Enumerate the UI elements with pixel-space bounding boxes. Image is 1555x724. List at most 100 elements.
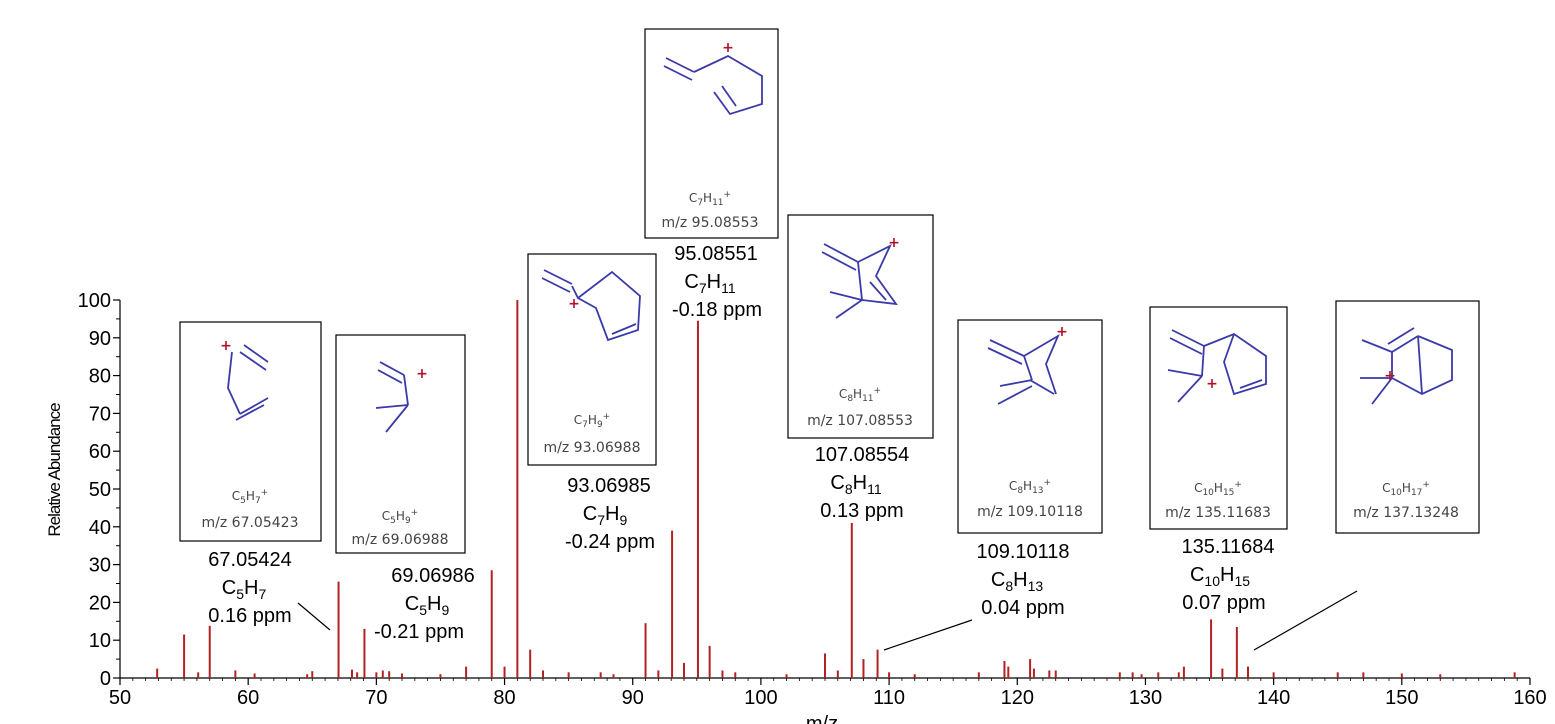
structure-box-69: + C5H9+ m/z 69.06988 — [335, 334, 466, 554]
structure-box-95: + C7H11+ m/z 95.08553 — [644, 28, 779, 239]
leader-line-109 — [883, 619, 973, 651]
x-tick-label: 70 — [365, 687, 387, 709]
ion-structure-icon — [375, 361, 409, 433]
x-tick-label: 150 — [1385, 687, 1418, 709]
x-tick-label: 140 — [1257, 687, 1290, 709]
ion-mz-label: m/z 107.08553 — [807, 413, 913, 429]
structure-box-frame — [527, 253, 657, 466]
annotation-formula: C10H15 — [1190, 564, 1250, 589]
leader-line-137 — [1253, 590, 1358, 651]
charge-icon: + — [416, 366, 428, 382]
annotation-mass: 95.08551 — [674, 243, 757, 265]
ion-structure-icon — [821, 243, 898, 319]
charge-icon: + — [568, 296, 580, 312]
x-tick-label: 120 — [1001, 687, 1034, 709]
annotation-mass: 109.10118 — [976, 541, 1069, 563]
y-tick-label: 0 — [100, 668, 111, 690]
annotation-ppm: -0.18 ppm — [672, 299, 762, 321]
structure-box-frame — [1335, 300, 1480, 534]
annotation-67: 67.05424 C5H7 0.16 ppm — [208, 549, 291, 627]
ion-structure-icon — [541, 269, 641, 342]
y-tick-label: 10 — [89, 630, 111, 652]
ion-mz-label: m/z 137.13248 — [1353, 505, 1459, 521]
x-tick-label: 90 — [622, 687, 644, 709]
y-tick-label: 20 — [89, 592, 111, 614]
y-tick-label: 70 — [89, 403, 111, 425]
charge-icon: + — [722, 40, 734, 56]
x-tick-label: 80 — [493, 687, 515, 709]
peaks — [156, 300, 1516, 678]
annotation-formula: C8H13 — [991, 569, 1043, 594]
annotation-ppm: 0.04 ppm — [981, 597, 1064, 619]
ion-mz-label: m/z 93.06988 — [544, 440, 641, 456]
annotation-109: 109.10118 C8H13 0.04 ppm — [976, 541, 1069, 619]
structure-box-frame — [335, 334, 466, 554]
annotation-mass: 67.05424 — [208, 549, 291, 571]
charge-icon: + — [1056, 324, 1068, 340]
x-ticks: 50 60 70 80 90 100 110 120 130 140 150 160 — [109, 678, 1547, 709]
x-tick-label: 130 — [1129, 687, 1162, 709]
x-tick-label: 50 — [109, 687, 131, 709]
ion-mz-label: m/z 67.05423 — [202, 515, 299, 531]
charge-icon: + — [220, 338, 232, 354]
structure-box-frame — [179, 321, 322, 542]
charge-icon: + — [888, 235, 900, 251]
ion-structure-icon — [663, 54, 763, 116]
annotation-mass: 135.11684 — [1181, 536, 1274, 558]
annotation-ppm: 0.16 ppm — [208, 605, 291, 627]
annotation-135: 135.11684 C10H15 0.07 ppm — [1181, 536, 1274, 614]
y-tick-label: 100 — [78, 290, 111, 312]
structure-box-frame — [957, 319, 1103, 534]
annotation-formula: C8H11 — [830, 472, 881, 497]
annotation-ppm: -0.24 ppm — [565, 531, 655, 553]
x-tick-label: 100 — [744, 687, 777, 709]
annotation-formula: C5H7 — [222, 577, 267, 602]
charge-icon: + — [1384, 368, 1396, 384]
annotation-ppm: 0.13 ppm — [820, 500, 903, 522]
structure-box-109: + C8H13+ m/z 109.10118 — [957, 319, 1103, 534]
y-tick-label: 30 — [89, 555, 111, 577]
annotation-mass: 69.06986 — [391, 565, 474, 587]
leader-lines — [297, 590, 1358, 651]
axes: 0 10 20 30 40 50 60 70 80 90 100 50 60 70 80 90 100 110 1… — [45, 290, 1547, 724]
ion-structure-icon — [1360, 327, 1453, 405]
y-tick-label: 60 — [89, 441, 111, 463]
annotation-ppm: -0.21 ppm — [374, 621, 464, 643]
ion-structure-icon — [227, 344, 269, 421]
structure-box-67: + C5H7+ m/z 67.05423 — [179, 321, 322, 542]
leader-line-67 — [297, 602, 331, 631]
y-ticks: 0 10 20 30 40 50 60 70 80 90 100 — [78, 290, 120, 690]
annotation-formula: C5H9 — [405, 593, 450, 618]
ion-mz-label: m/z 69.06988 — [352, 532, 449, 548]
annotation-93: 93.06985 C7H9 -0.24 ppm — [565, 475, 655, 553]
charge-icon: + — [1206, 376, 1218, 392]
annotation-formula: C7H9 — [583, 503, 628, 528]
annotation-formula: C7H11 — [684, 271, 735, 296]
ion-mz-label: m/z 109.10118 — [977, 504, 1083, 520]
y-tick-label: 90 — [89, 328, 111, 350]
x-tick-label: 110 — [873, 687, 905, 709]
y-tick-label: 80 — [89, 366, 111, 388]
structure-box-135: + C10H15+ m/z 135.11683 — [1149, 306, 1288, 530]
annotation-mass: 107.08554 — [815, 444, 910, 466]
ion-mz-label: m/z 95.08553 — [662, 215, 759, 231]
annotation-69: 69.06986 C5H9 -0.21 ppm — [374, 565, 475, 643]
annotation-95: 95.08551 C7H11 -0.18 ppm — [672, 243, 762, 321]
ion-structure-icon — [987, 333, 1060, 405]
x-tick-label: 60 — [237, 687, 259, 709]
x-tick-label: 160 — [1513, 687, 1546, 709]
structure-box-137: + C10H17+ m/z 137.13248 — [1335, 300, 1480, 534]
y-tick-label: 50 — [89, 479, 111, 501]
y-tick-label: 40 — [89, 517, 111, 539]
annotation-ppm: 0.07 ppm — [1182, 592, 1265, 614]
structure-box-107: + C8H11+ m/z 107.08553 — [787, 214, 934, 439]
y-axis-label: Relative Abundance — [45, 403, 64, 537]
annotation-mass: 93.06985 — [567, 475, 650, 497]
structure-boxes: + C5H7+ m/z 67.05423 + C5H9+ m/z 69.0698… — [179, 28, 1480, 554]
peak-annotations: 67.05424 C5H7 0.16 ppm 69.06986 C5H9 -0.… — [208, 243, 1274, 643]
ion-mz-label: m/z 135.11683 — [1165, 505, 1271, 521]
structure-box-frame — [1149, 306, 1288, 530]
annotation-107: 107.08554 C8H11 0.13 ppm — [815, 444, 910, 522]
ion-structure-icon — [1167, 329, 1267, 403]
